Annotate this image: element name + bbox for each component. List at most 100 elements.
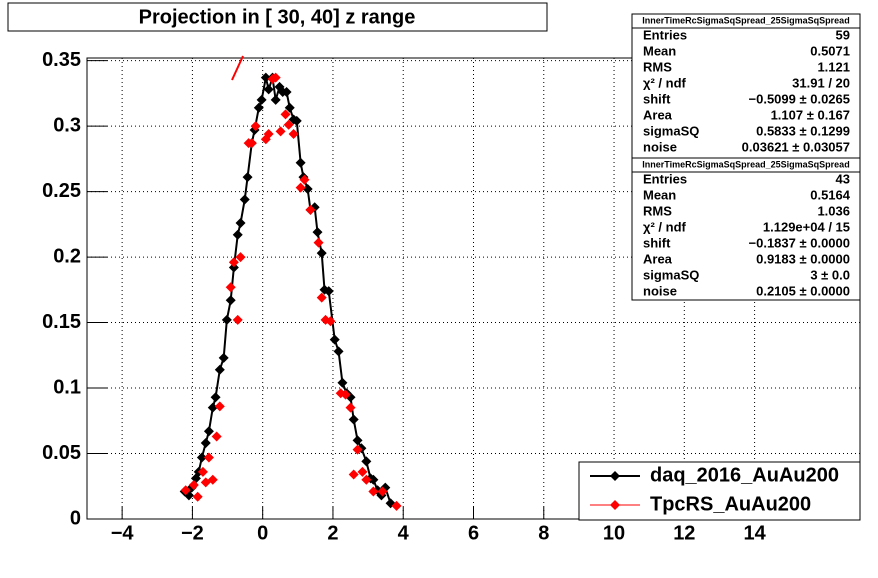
data-point [340, 389, 351, 400]
stats-value: −0.1837 ± 0.0000 [749, 235, 850, 250]
data-point [357, 466, 368, 477]
data-point [228, 262, 239, 273]
stats-value: 0.5164 [810, 187, 851, 202]
y-tick-label: 0.35 [42, 49, 81, 71]
legend-label: daq_2016_AuAu200 [650, 464, 839, 486]
stats-label: Entries [643, 171, 687, 186]
stats-label: RMS [643, 203, 672, 218]
data-point [368, 486, 379, 497]
y-tick-label: 0 [70, 507, 81, 529]
stats-label: sigmaSQ [643, 123, 699, 138]
stats-value: 1.121 [817, 59, 850, 74]
data-point [316, 292, 327, 303]
stats-label: sigmaSQ [643, 267, 699, 282]
data-point [299, 174, 310, 185]
data-point [325, 316, 336, 327]
data-point [352, 435, 363, 446]
data-point [368, 474, 379, 485]
stats-box [631, 13, 861, 159]
data-point [235, 218, 246, 229]
data-point [377, 486, 388, 497]
stats-value: 59 [836, 27, 850, 42]
data-point [256, 94, 267, 105]
stats-value: 0.9183 ± 0.0000 [756, 251, 850, 266]
data-point [270, 94, 281, 105]
data-point [281, 87, 292, 98]
x-tick-label: 8 [538, 522, 549, 544]
data-point [232, 314, 243, 325]
legend-box [578, 461, 861, 521]
data-point [250, 121, 261, 132]
stats-label: χ² / ndf [643, 75, 687, 90]
data-point [192, 491, 203, 502]
data-point [239, 194, 250, 205]
data-point [348, 414, 359, 425]
data-point [295, 182, 306, 193]
data-point [329, 334, 340, 345]
data-point [263, 84, 274, 95]
data-point [228, 257, 239, 268]
data-point [280, 109, 291, 120]
x-tick-label: 10 [603, 522, 625, 544]
data-point [232, 229, 243, 240]
data-point [207, 474, 218, 485]
data-point [270, 72, 281, 83]
x-tick-label: −2 [181, 522, 204, 544]
data-point [348, 469, 359, 480]
data-point [295, 157, 306, 168]
data-point [263, 128, 274, 139]
data-point [225, 295, 236, 306]
stats-box [631, 157, 861, 301]
x-tick-label: −4 [111, 522, 135, 544]
data-point [345, 402, 356, 413]
data-point [246, 138, 257, 149]
data-point [253, 102, 264, 113]
stats-label: χ² / ndf [643, 219, 687, 234]
data-point [316, 248, 327, 259]
stats-label: noise [643, 283, 677, 298]
stats-value: 0.5833 ± 0.1299 [756, 123, 850, 138]
stats-label: Mean [643, 187, 676, 202]
data-point [312, 227, 323, 238]
fit-curve [231, 55, 244, 81]
stats-value: 3 ± 0.0 [810, 267, 850, 282]
data-point [200, 438, 211, 449]
stats-value: −0.5099 ± 0.0265 [749, 91, 850, 106]
data-point [333, 346, 344, 357]
data-point [197, 466, 208, 477]
y-tick-label: 0.1 [53, 376, 81, 398]
stats-value: 0.2105 ± 0.0000 [756, 283, 850, 298]
stats-value: 43 [836, 171, 850, 186]
data-point [284, 102, 295, 113]
stats-value: 1.036 [817, 203, 850, 218]
stats-value: 0.5071 [810, 43, 850, 58]
data-point [210, 392, 221, 403]
data-point [225, 282, 236, 293]
legend-marker [610, 500, 620, 510]
data-point [291, 115, 302, 126]
data-point [211, 431, 222, 442]
y-tick-label: 0.3 [53, 114, 81, 136]
data-point [288, 128, 299, 139]
data-point [361, 474, 372, 485]
stats-title: InnerTimeRcSigmaSqSpread_25SigmaSqSpread [642, 159, 849, 169]
stats-value: 31.91 / 20 [792, 75, 850, 90]
stats-label: Mean [643, 43, 676, 58]
data-point [323, 286, 334, 297]
stats-value: 1.129e+04 / 15 [763, 219, 850, 234]
x-tick-label: 0 [257, 522, 268, 544]
data-point [260, 72, 271, 83]
y-tick-label: 0.05 [42, 442, 81, 464]
stats-label: shift [643, 91, 671, 106]
y-tick-label: 0.2 [53, 245, 81, 267]
data-point [203, 426, 214, 437]
y-tick-label: 0.15 [42, 311, 81, 333]
data-point [235, 252, 246, 263]
data-point [313, 237, 324, 248]
data-point [302, 183, 313, 194]
x-tick-label: 14 [743, 522, 766, 544]
data-point [361, 456, 372, 467]
stats-label: Area [643, 107, 673, 122]
x-tick-label: 6 [468, 522, 479, 544]
data-point [391, 500, 402, 511]
